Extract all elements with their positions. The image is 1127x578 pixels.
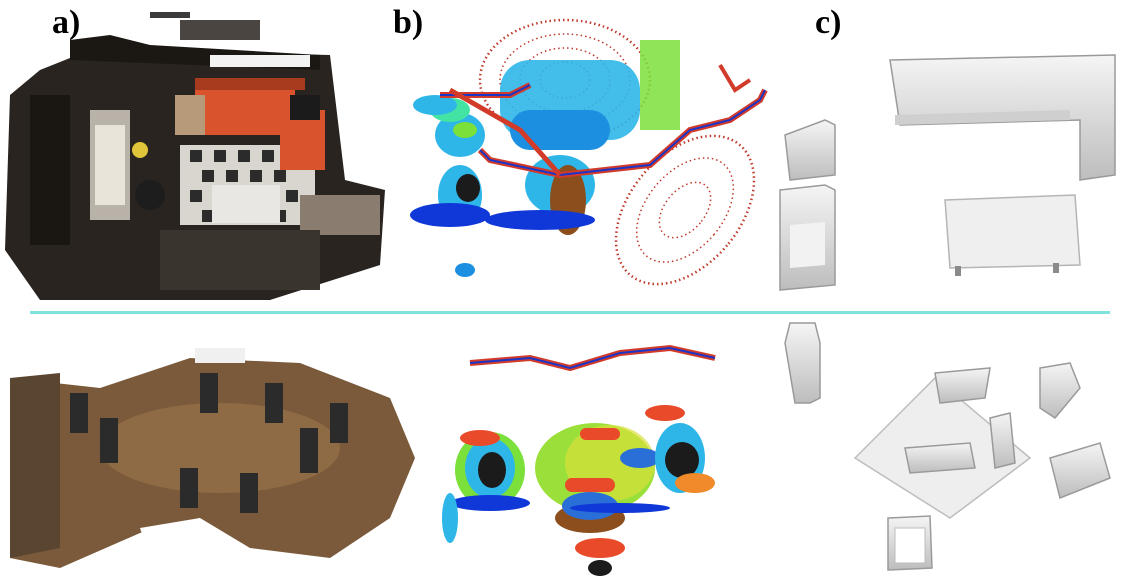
pointcloud-bottom xyxy=(420,318,750,578)
panel-label-b: b) xyxy=(393,4,424,41)
row-divider xyxy=(30,311,1110,314)
cad-models-bottom xyxy=(770,318,1127,578)
reconstruction-top xyxy=(0,0,390,305)
panel-label-a: a) xyxy=(52,4,81,41)
panel-label-c: c) xyxy=(815,4,842,41)
cad-models-top xyxy=(770,0,1127,305)
pointcloud-top xyxy=(390,0,780,305)
reconstruction-bottom xyxy=(0,318,420,578)
